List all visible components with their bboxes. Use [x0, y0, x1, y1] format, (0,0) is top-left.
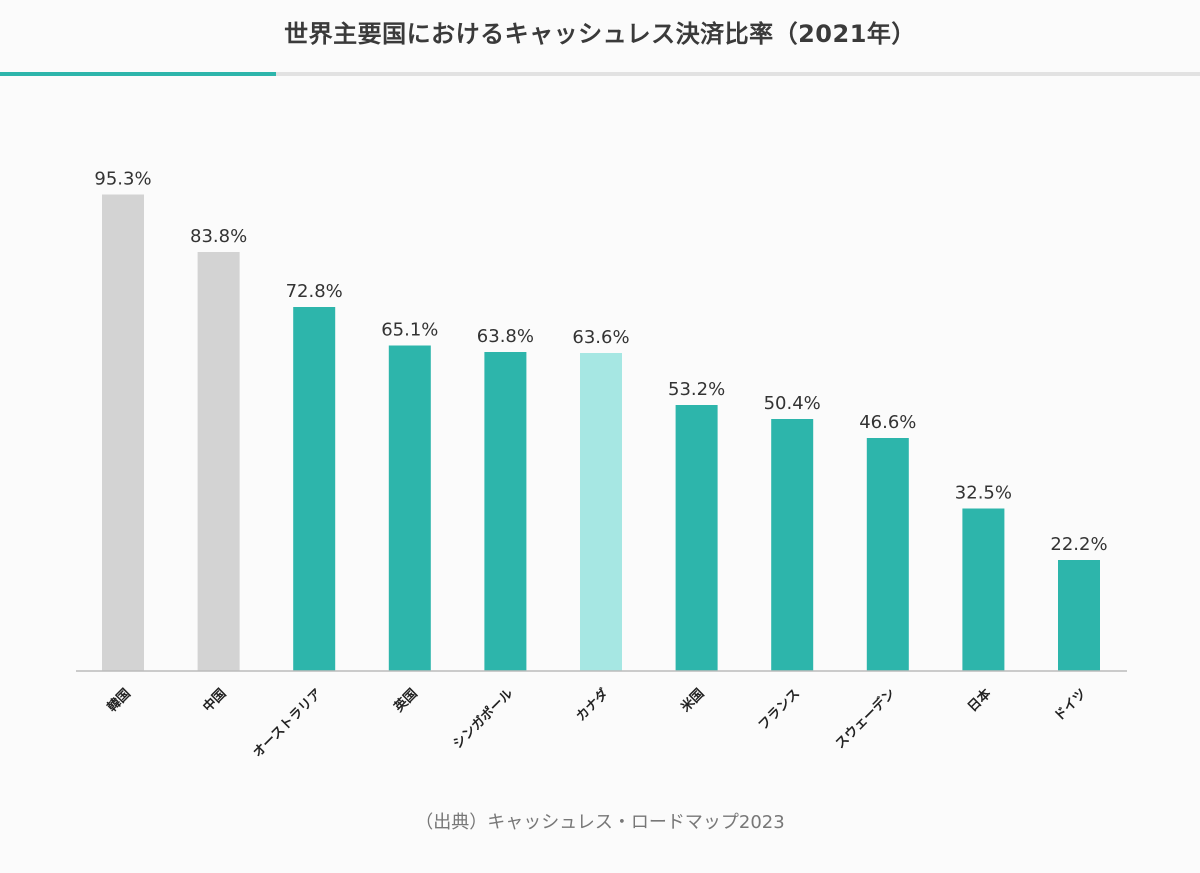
- chart-title: 世界主要国におけるキャッシュレス決済比率（2021年）: [284, 20, 916, 48]
- bar-3: [388, 345, 431, 671]
- bar-10: [1058, 560, 1100, 671]
- source-note: （出典）キャッシュレス・ロードマップ2023: [415, 812, 785, 833]
- title-underline: [0, 72, 1200, 76]
- category-label-4: シンガポール: [450, 686, 516, 752]
- value-label-8: 46.6%: [859, 412, 916, 433]
- value-label-10: 22.2%: [1050, 534, 1107, 555]
- bar-6: [675, 405, 718, 671]
- value-label-9: 32.5%: [955, 483, 1012, 504]
- bar-7: [771, 419, 814, 671]
- value-labels: 95.3% 83.8% 72.8% 65.1% 63.8% 63.6% 53.2% 50.4%…: [94, 169, 1107, 556]
- bars: [102, 194, 1100, 671]
- value-label-1: 83.8%: [190, 226, 247, 247]
- category-label-5: カナダ: [573, 686, 612, 725]
- category-label-2: オーストラリア: [251, 686, 326, 761]
- bar-chart: 95.3% 83.8% 72.8% 65.1% 63.8% 63.6% 53.2% 50.4%…: [76, 169, 1127, 761]
- bar-2: [293, 307, 336, 671]
- value-label-0: 95.3%: [94, 169, 151, 190]
- category-label-1: 中国: [200, 686, 230, 716]
- category-label-10: ドイツ: [1052, 686, 1090, 724]
- category-label-0: 韓国: [104, 686, 134, 716]
- bar-1: [197, 252, 240, 671]
- category-label-3: 英国: [390, 686, 420, 716]
- bar-9: [962, 508, 1005, 671]
- value-label-3: 65.1%: [381, 320, 438, 341]
- value-label-4: 63.8%: [477, 326, 534, 347]
- bar-5: [580, 353, 622, 671]
- category-label-8: スウェーデン: [832, 686, 898, 752]
- category-labels: 韓国 中国 オーストラリア 英国 シンガポール カナダ 米国 フランス スウェーデン 日本 ドイツ: [104, 686, 1090, 761]
- category-label-9: 日本: [965, 686, 995, 716]
- category-label-7: フランス: [756, 686, 803, 733]
- bar-4: [484, 352, 527, 671]
- value-label-6: 53.2%: [668, 379, 725, 400]
- title-underline-accent: [0, 72, 276, 76]
- category-label-6: 米国: [678, 686, 708, 716]
- value-label-2: 72.8%: [286, 281, 343, 302]
- bar-0: [102, 194, 144, 671]
- bar-8: [866, 438, 909, 671]
- value-label-5: 63.6%: [572, 327, 629, 348]
- value-label-7: 50.4%: [764, 393, 821, 414]
